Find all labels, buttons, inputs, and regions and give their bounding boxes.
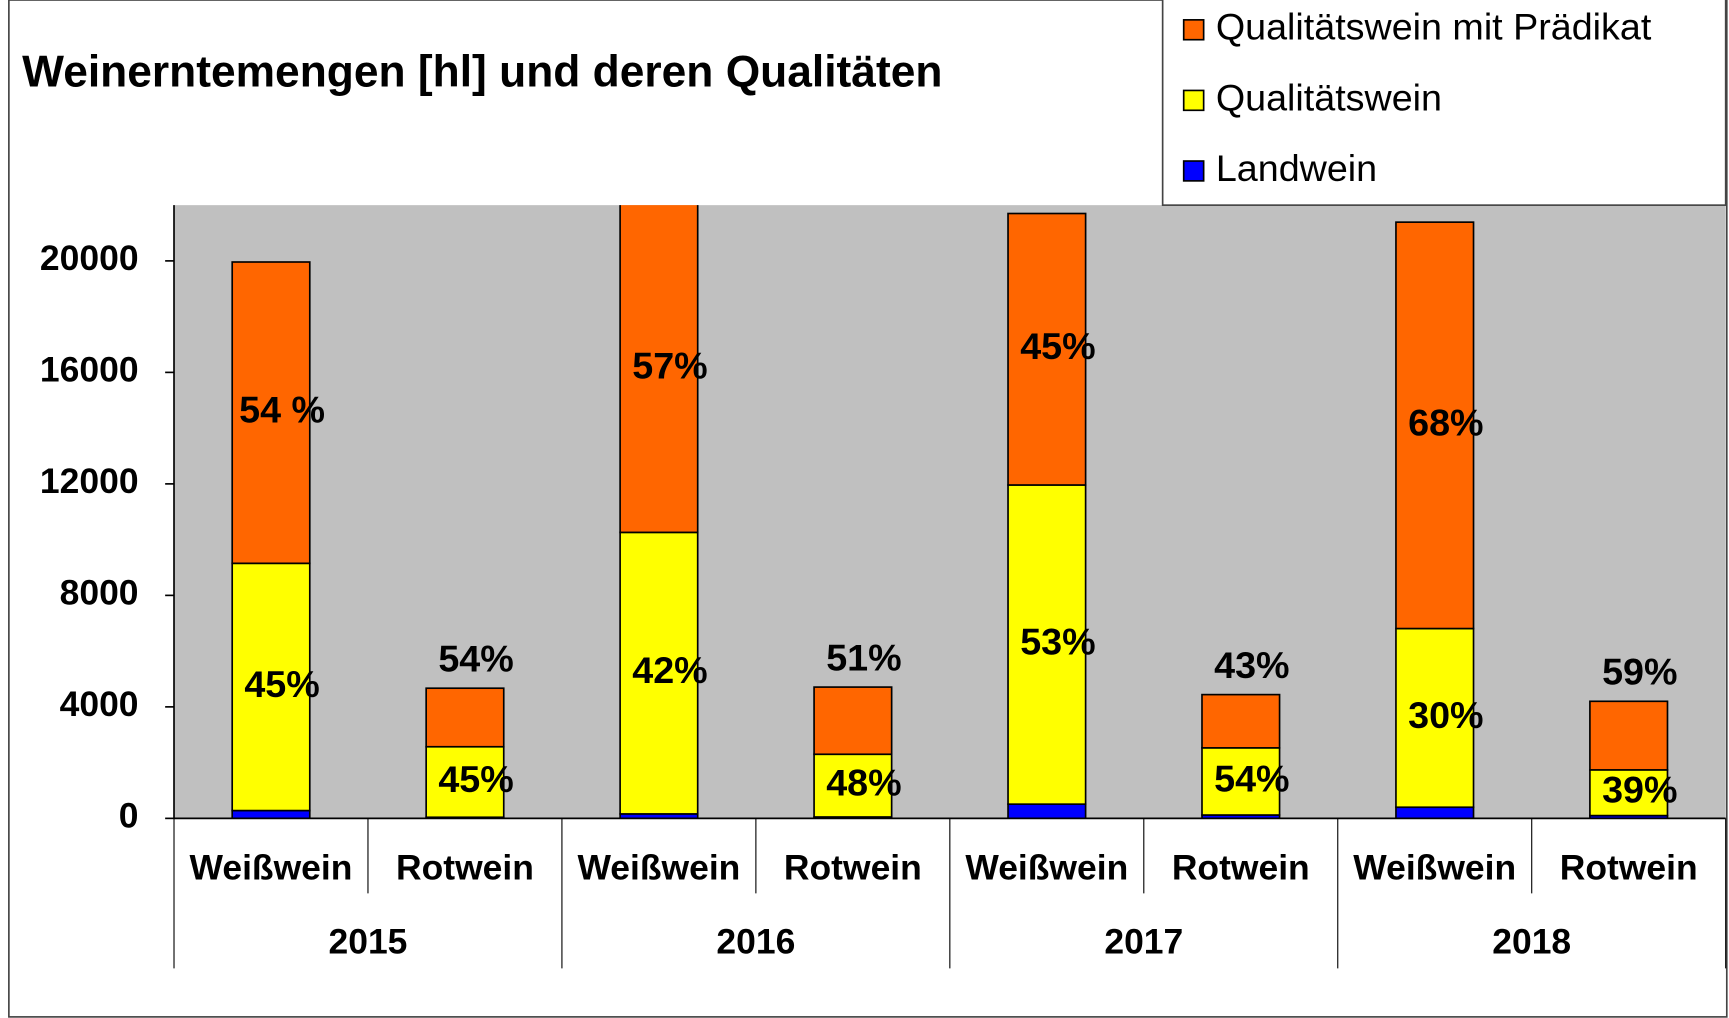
data-label: 30% xyxy=(1408,694,1483,736)
plot-area xyxy=(174,205,1726,819)
bar-segment xyxy=(813,753,893,818)
legend-box xyxy=(1161,0,1727,206)
data-label: 51% xyxy=(826,637,901,679)
bar-segment xyxy=(1007,803,1087,819)
data-label: 54 % xyxy=(239,389,325,431)
bar-segment xyxy=(813,686,893,756)
legend-label: Landwein xyxy=(1216,147,1377,189)
group-label: 2015 xyxy=(329,923,408,962)
x-tick-label: Weißwein xyxy=(1353,849,1516,888)
legend-label: Qualitätswein mit Prädikat xyxy=(1216,6,1652,48)
y-tick-label: 8000 xyxy=(60,574,139,613)
bar-segment xyxy=(1395,806,1475,819)
bars xyxy=(231,205,1669,819)
x-tick-label: Rotwein xyxy=(784,849,922,888)
bar-segment xyxy=(1395,221,1475,630)
data-label: 45% xyxy=(1020,325,1095,367)
data-label: 57% xyxy=(632,345,707,387)
bar-segment xyxy=(425,687,505,748)
data-label: 45% xyxy=(244,663,319,705)
bar-segment xyxy=(425,745,505,819)
bar-segment xyxy=(1589,700,1669,771)
group-label: 2016 xyxy=(716,923,795,962)
x-tick-label: Weißwein xyxy=(577,849,740,888)
group-label: 2018 xyxy=(1492,923,1571,962)
x-tick-label: Rotwein xyxy=(1172,849,1310,888)
bar-segment xyxy=(619,205,699,534)
data-label: 54% xyxy=(1214,757,1289,799)
legend-swatch xyxy=(1182,19,1205,41)
legend-swatch xyxy=(1182,160,1205,182)
bar-segment xyxy=(619,531,699,815)
data-label: 39% xyxy=(1602,769,1677,811)
data-label: 42% xyxy=(632,649,707,691)
bar-segment xyxy=(1007,212,1087,486)
data-label: 68% xyxy=(1408,401,1483,443)
data-label: 53% xyxy=(1020,621,1095,663)
x-tick-label: Weißwein xyxy=(190,849,353,888)
y-tick-label: 0 xyxy=(119,797,139,836)
bar-segment xyxy=(231,261,311,565)
bar-segment xyxy=(231,809,311,819)
data-label: 54% xyxy=(438,638,513,680)
data-label: 59% xyxy=(1602,651,1677,693)
bar-segment xyxy=(231,562,311,812)
group-label: 2017 xyxy=(1104,923,1183,962)
data-label: 43% xyxy=(1214,644,1289,686)
x-tick-label: Rotwein xyxy=(396,849,534,888)
y-tick-label: 16000 xyxy=(40,351,139,390)
chart-title: Weinerntemengen [hl] und deren Qualitäte… xyxy=(22,48,942,97)
bar-segment xyxy=(1589,769,1669,817)
x-tick-label: Rotwein xyxy=(1560,849,1698,888)
y-tick-label: 4000 xyxy=(60,685,139,724)
y-tick-label: 12000 xyxy=(40,462,139,501)
data-label: 45% xyxy=(438,758,513,800)
legend-label: Qualitätswein xyxy=(1216,76,1442,118)
data-label: 48% xyxy=(826,762,901,804)
bar-segment xyxy=(1007,484,1087,805)
bar-segment xyxy=(1395,627,1475,809)
x-tick-label: Weißwein xyxy=(965,849,1128,888)
legend-swatch xyxy=(1182,89,1205,112)
bar-segment xyxy=(1201,693,1281,749)
y-tick-label: 20000 xyxy=(40,239,139,278)
